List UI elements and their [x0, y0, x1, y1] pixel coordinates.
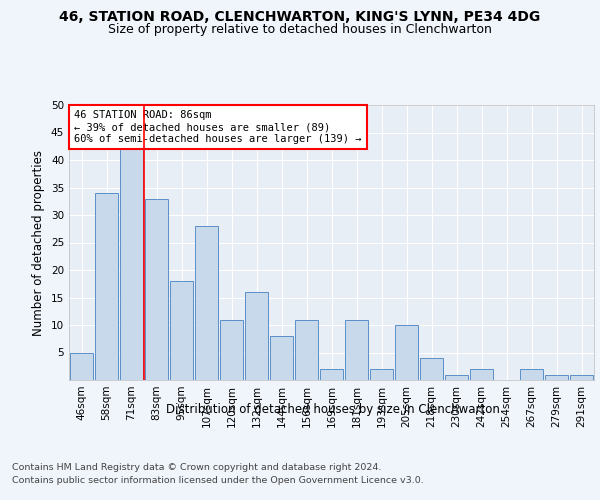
Bar	[170, 281, 193, 380]
Bar	[445, 374, 469, 380]
Bar	[119, 149, 143, 380]
Text: Contains public sector information licensed under the Open Government Licence v3: Contains public sector information licen…	[12, 476, 424, 485]
Bar	[344, 320, 368, 380]
Bar	[295, 320, 319, 380]
Bar	[470, 369, 493, 380]
Bar	[95, 193, 118, 380]
Text: 46 STATION ROAD: 86sqm
← 39% of detached houses are smaller (89)
60% of semi-det: 46 STATION ROAD: 86sqm ← 39% of detached…	[74, 110, 362, 144]
Text: Size of property relative to detached houses in Clenchwarton: Size of property relative to detached ho…	[108, 22, 492, 36]
Bar	[520, 369, 544, 380]
Bar	[419, 358, 443, 380]
Bar	[320, 369, 343, 380]
Bar	[395, 325, 418, 380]
Bar	[569, 374, 593, 380]
Bar	[220, 320, 244, 380]
Text: 46, STATION ROAD, CLENCHWARTON, KING'S LYNN, PE34 4DG: 46, STATION ROAD, CLENCHWARTON, KING'S L…	[59, 10, 541, 24]
Bar	[70, 352, 94, 380]
Bar	[145, 198, 169, 380]
Text: Distribution of detached houses by size in Clenchwarton: Distribution of detached houses by size …	[166, 402, 500, 415]
Bar	[545, 374, 568, 380]
Text: Contains HM Land Registry data © Crown copyright and database right 2024.: Contains HM Land Registry data © Crown c…	[12, 462, 382, 471]
Y-axis label: Number of detached properties: Number of detached properties	[32, 150, 46, 336]
Bar	[194, 226, 218, 380]
Bar	[269, 336, 293, 380]
Bar	[245, 292, 268, 380]
Bar	[370, 369, 394, 380]
